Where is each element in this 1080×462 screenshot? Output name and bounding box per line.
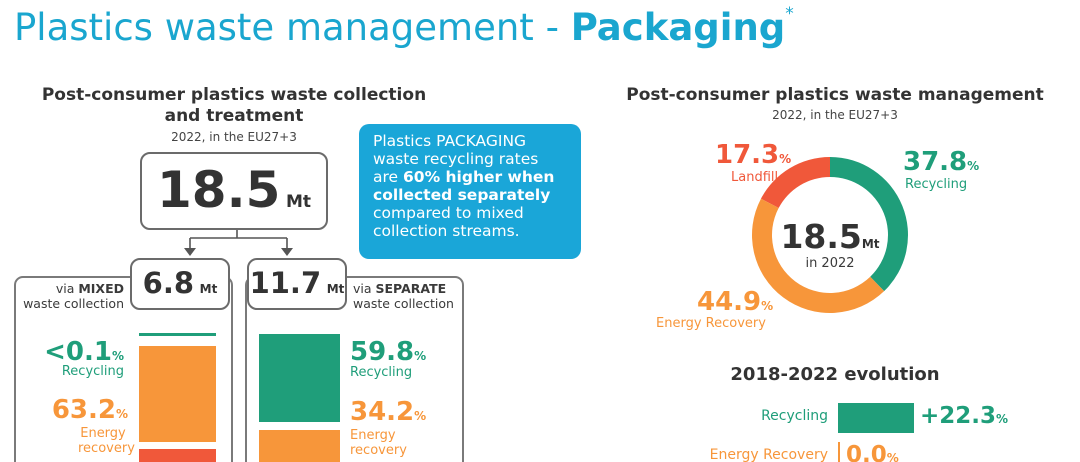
separate-panel [245, 276, 464, 462]
total-box: 18.5 Mt [140, 152, 328, 230]
separate-recycling-label: Recycling [350, 365, 413, 380]
mixed-recycling-value: <0.1% [44, 337, 124, 367]
donut-segment-energy [752, 198, 885, 313]
evo-energy-label: Energy Recovery [709, 447, 828, 462]
left-heading: Post-consumer plastics waste collection … [14, 85, 454, 127]
separate-energy-value: 34.2% [350, 397, 427, 427]
evo-energy-bar [838, 442, 840, 462]
mixed-energy-bar [139, 346, 216, 442]
separate-energy-label: Energy recovery [350, 428, 407, 458]
separate-energy-bar [259, 430, 340, 462]
energy-value: 44.9% [697, 287, 774, 317]
separate-value-box: 11.7 Mt [247, 258, 347, 310]
page-title: Plastics waste management - Packaging* [14, 4, 794, 49]
donut-center-sub: in 2022 [805, 256, 855, 271]
mixed-energy-label: Energy recovery [78, 426, 135, 456]
mixed-landfill-bar [139, 449, 216, 462]
donut-segment-recycling [830, 157, 908, 292]
evo-recycling-bar [838, 403, 914, 433]
evo-energy-value: 0.0% [846, 442, 899, 462]
mixed-value-box: 6.8 Mt [130, 258, 230, 310]
recycling-value: 37.8% [903, 147, 980, 177]
mixed-panel [14, 276, 233, 462]
evo-recycling-label: Recycling [761, 408, 828, 424]
left-subtitle: 2022, in the EU27+3 [171, 130, 297, 144]
mixed-label: via MIXED waste collection [23, 281, 124, 311]
evo-recycling-value: +22.3% [920, 403, 1009, 429]
separate-recycling-bar [259, 334, 340, 422]
donut-segment-landfill [760, 157, 830, 209]
landfill-value: 17.3% [715, 140, 792, 170]
energy-label: Energy Recovery [656, 316, 766, 331]
donut-chart [752, 157, 908, 313]
mixed-energy-value: 63.2% [51, 395, 128, 425]
mixed-value: 6.8 [142, 266, 195, 300]
mixed-unit: Mt [199, 282, 218, 296]
landfill-label: Landfill [731, 170, 779, 185]
separate-label: via SEPARATE waste collection [353, 281, 454, 311]
evolution-title: 2018-2022 evolution [730, 364, 940, 385]
donut-center-value: 18.5Mt [780, 217, 880, 256]
right-heading: Post-consumer plastics waste management [626, 85, 1044, 105]
right-subtitle: 2022, in the EU27+3 [772, 108, 898, 122]
recycling-label: Recycling [905, 177, 968, 192]
mixed-recycling-label: Recycling [61, 364, 124, 379]
mixed-recycling-bar [139, 333, 216, 336]
total-value: 18.5 [157, 161, 281, 219]
separate-recycling-value: 59.8% [350, 337, 427, 367]
separate-value: 11.7 [249, 266, 322, 300]
total-unit: Mt [285, 192, 311, 212]
separate-unit: Mt [326, 282, 345, 296]
left-heading-line2: and treatment [164, 106, 304, 126]
callout-box: Plastics PACKAGING waste recycling rates… [359, 124, 581, 259]
left-heading-line1: Post-consumer plastics waste collection [41, 85, 427, 105]
